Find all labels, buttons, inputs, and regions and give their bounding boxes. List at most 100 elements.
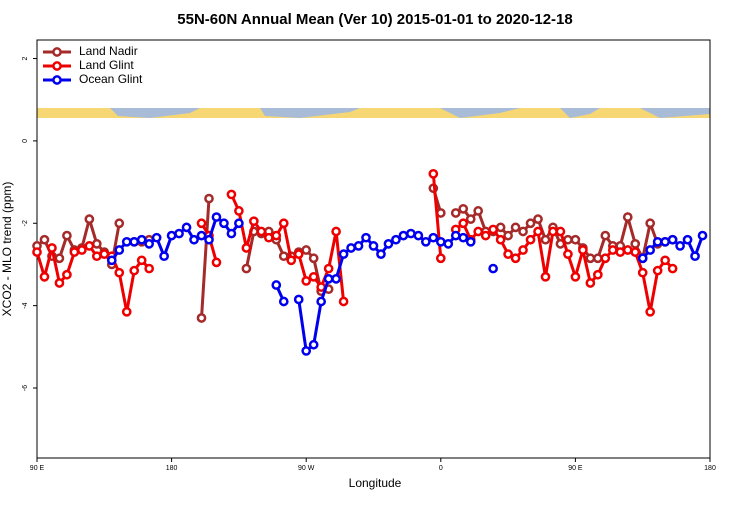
data-point	[413, 230, 424, 241]
data-point	[316, 296, 327, 307]
data-point	[495, 222, 506, 233]
data-point	[540, 234, 551, 245]
data-point	[450, 230, 461, 241]
data-point	[47, 243, 57, 253]
data-point	[54, 278, 65, 288]
data-point	[420, 236, 431, 247]
data-point	[219, 218, 229, 229]
data-point	[578, 245, 588, 255]
data-point	[600, 230, 611, 241]
data-point	[458, 218, 469, 229]
data-point	[555, 226, 566, 237]
data-point	[391, 234, 401, 245]
data-point	[525, 234, 536, 245]
data-point	[540, 271, 551, 282]
x-tick-label: 0	[439, 465, 443, 472]
data-point	[660, 255, 670, 266]
data-point	[406, 228, 416, 239]
data-point	[533, 214, 543, 224]
data-point	[204, 193, 214, 204]
data-point	[622, 245, 633, 255]
data-point	[548, 226, 558, 237]
data-point	[600, 253, 611, 264]
data-point	[241, 263, 252, 274]
data-point	[256, 226, 267, 237]
data-point	[488, 263, 498, 274]
legend-marker	[52, 75, 62, 85]
data-point	[435, 253, 446, 264]
data-point	[645, 306, 656, 317]
data-point	[675, 241, 685, 251]
data-point	[682, 234, 693, 245]
data-point	[652, 265, 663, 276]
data-point	[136, 234, 147, 245]
data-point	[62, 269, 72, 280]
data-point	[278, 218, 289, 229]
data-point	[645, 218, 656, 229]
x-tick-label: 90 E	[568, 465, 583, 472]
data-point	[129, 265, 140, 276]
data-point	[144, 263, 155, 274]
data-point	[697, 230, 708, 241]
data-point	[32, 247, 42, 257]
data-point	[129, 236, 140, 247]
legend-label: Land Nadir	[79, 44, 138, 58]
data-point	[301, 276, 312, 286]
data-point	[570, 271, 581, 282]
data-point	[331, 274, 341, 284]
data-point	[667, 234, 678, 245]
data-point	[622, 212, 633, 222]
legend-marker	[52, 61, 62, 71]
y-tick-label: -4	[22, 302, 29, 308]
data-point	[189, 234, 199, 245]
data-point	[114, 245, 125, 255]
data-point	[241, 243, 252, 253]
data-point	[518, 245, 528, 255]
data-point	[615, 247, 626, 257]
legend-label: Ocean Glint	[79, 72, 143, 86]
x-axis-label: Longitude	[349, 476, 402, 490]
data-point	[645, 245, 656, 255]
y-axis-label: XCO2 - MLO trend (ppm)	[0, 182, 14, 317]
data-point	[278, 296, 289, 307]
series-line	[36, 187, 674, 319]
data-point	[435, 236, 446, 247]
data-point	[293, 294, 304, 305]
data-point	[293, 249, 304, 259]
map-strip	[37, 108, 710, 118]
data-point	[271, 230, 282, 241]
data-point	[91, 239, 102, 249]
data-point	[234, 218, 244, 229]
data-point	[630, 247, 641, 257]
data-point	[106, 255, 117, 266]
data-point	[144, 239, 155, 249]
data-point	[174, 228, 184, 239]
data-point	[196, 313, 207, 323]
data-point	[204, 234, 214, 245]
x-tick-label: 90 W	[298, 465, 315, 472]
data-point	[308, 339, 319, 350]
data-point	[211, 257, 222, 268]
data-point	[428, 168, 439, 179]
data-point	[473, 226, 484, 237]
data-point	[570, 234, 581, 245]
data-point	[338, 249, 349, 259]
data-point	[518, 226, 528, 237]
data-point	[338, 296, 349, 307]
data-point	[690, 251, 700, 262]
data-point	[368, 241, 379, 251]
y-tick-label: -6	[22, 385, 29, 391]
data-point	[465, 214, 476, 224]
data-point	[234, 206, 244, 216]
data-point	[181, 222, 192, 233]
data-point	[263, 232, 274, 243]
data-point	[69, 247, 80, 257]
data-point	[353, 241, 364, 251]
data-point	[398, 230, 409, 241]
data-point	[361, 232, 371, 243]
data-point	[525, 218, 536, 229]
data-point	[563, 249, 573, 259]
data-point	[226, 228, 237, 239]
data-point	[585, 278, 596, 288]
